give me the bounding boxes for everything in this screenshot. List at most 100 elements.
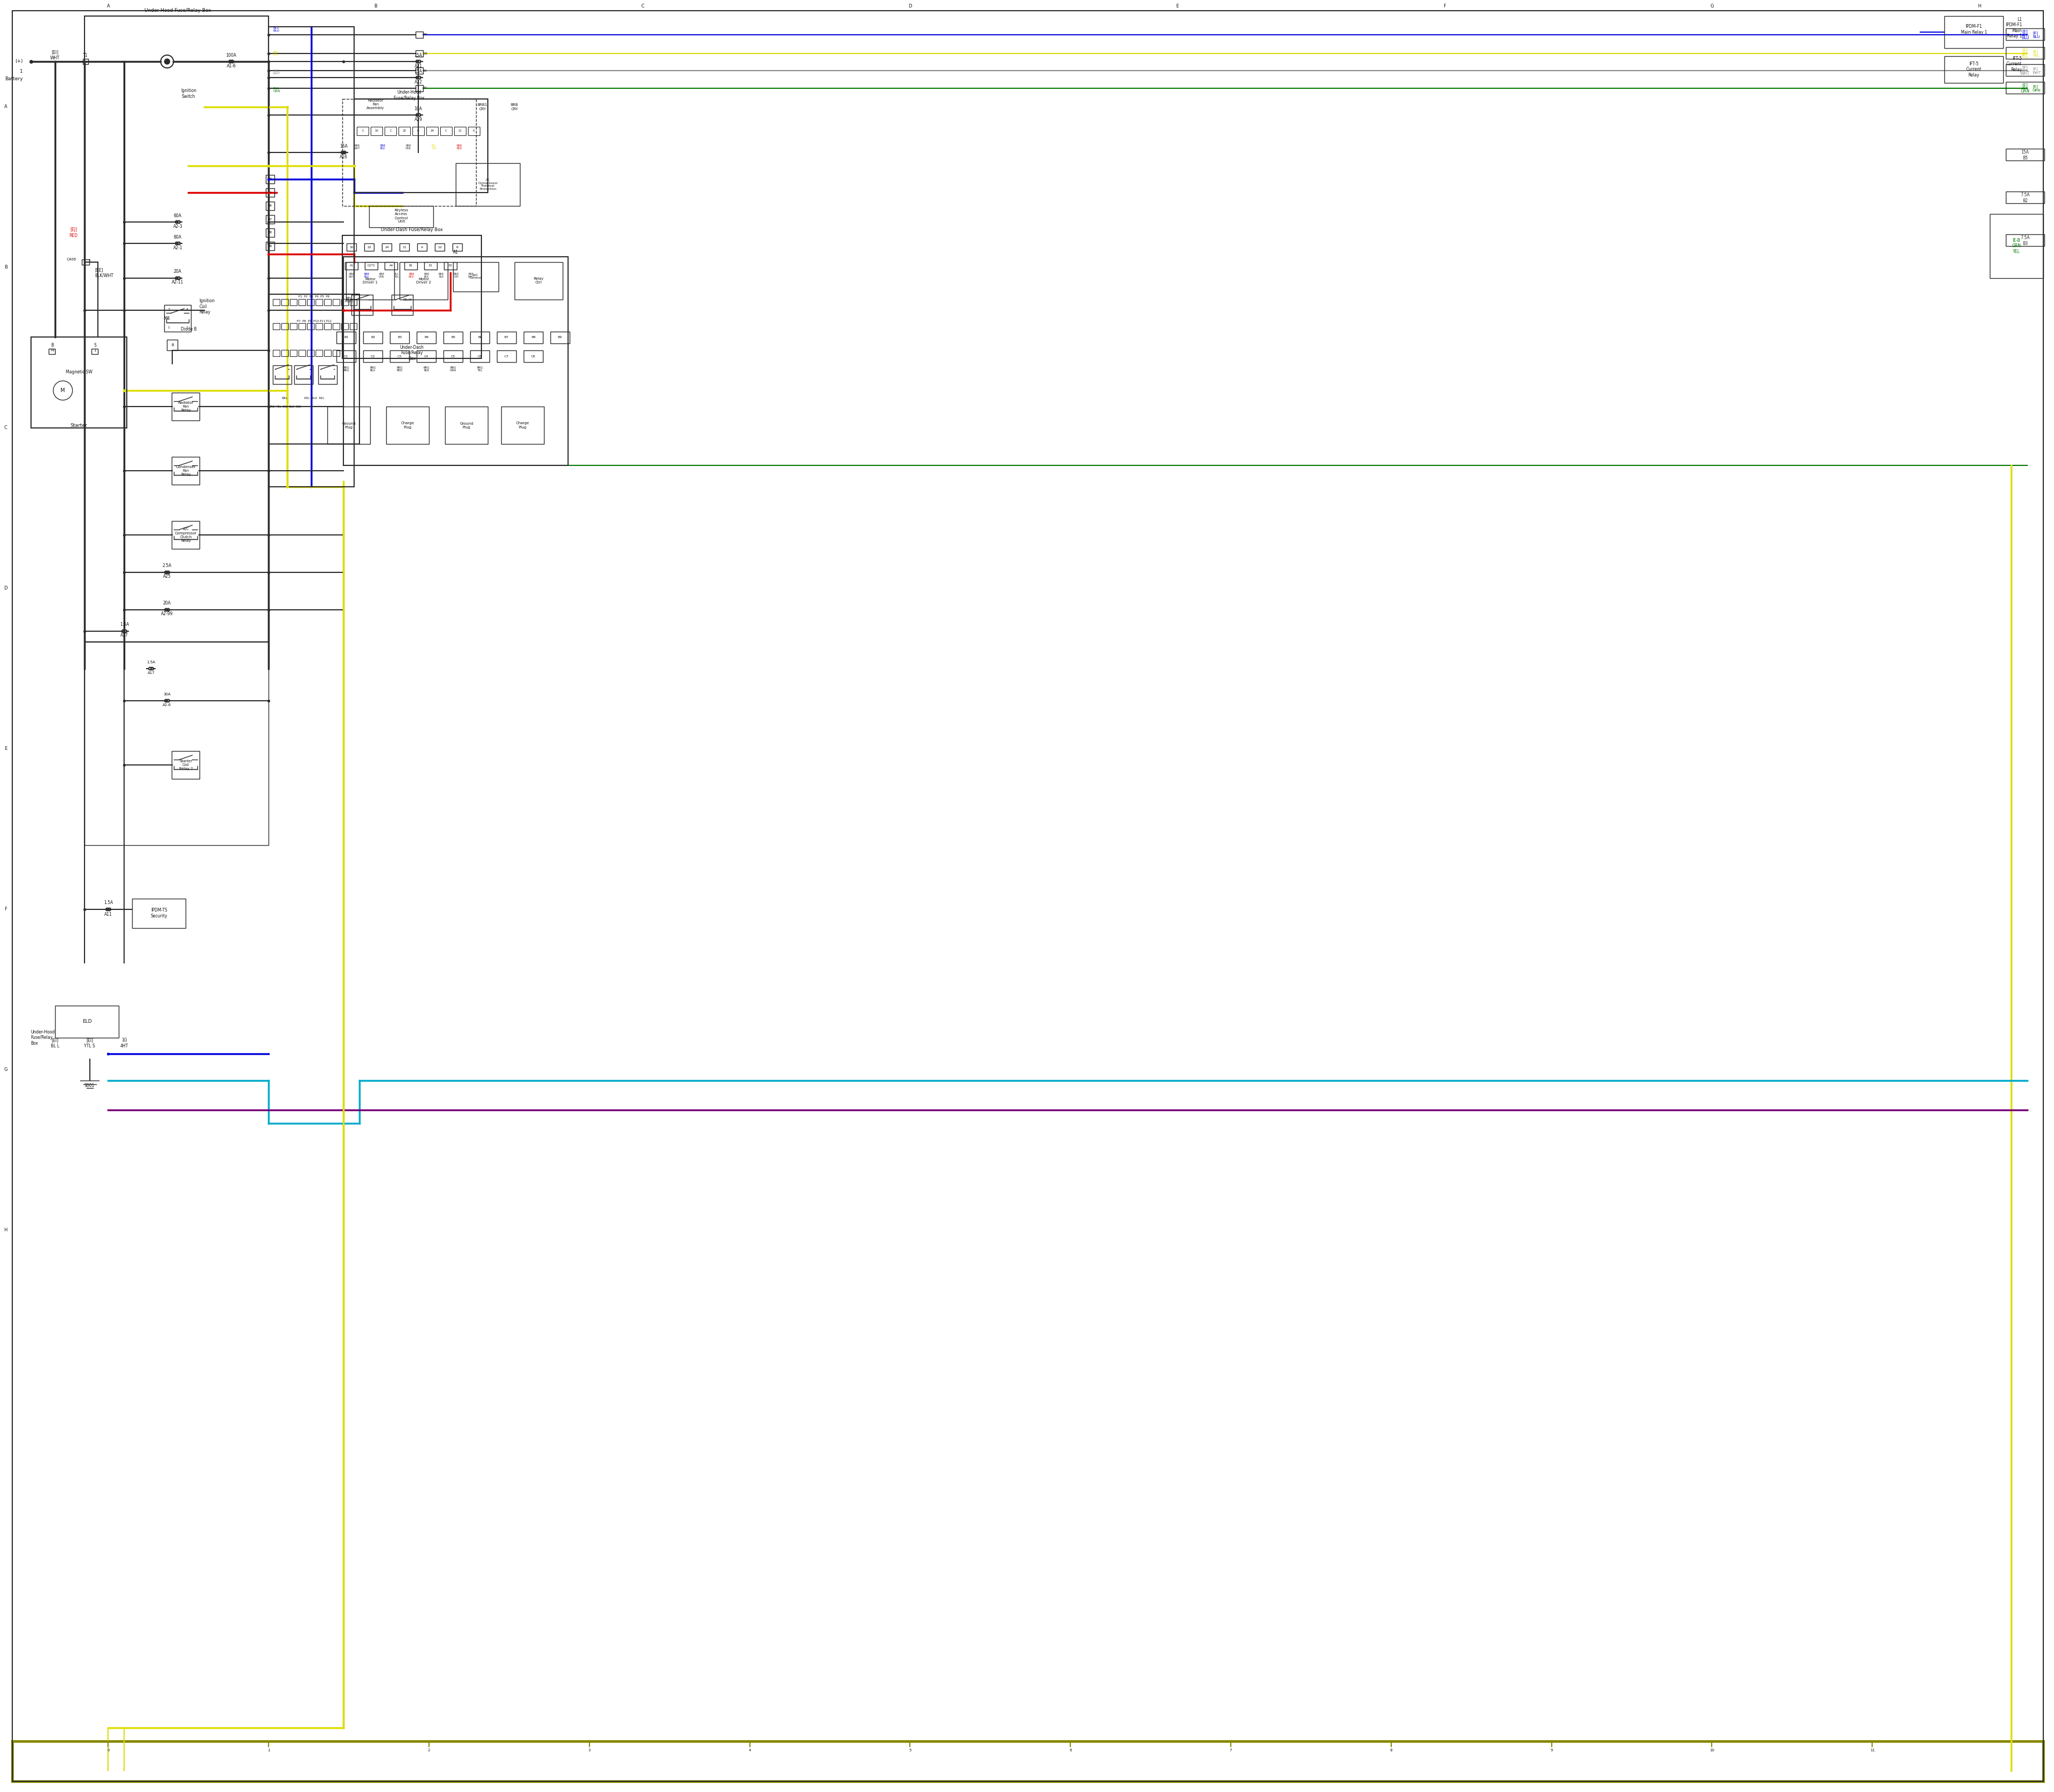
Bar <box>325 299 331 305</box>
Text: Radiator
Fan
Relay: Radiator Fan Relay <box>179 401 193 412</box>
Bar <box>298 299 306 305</box>
Text: RELAY: RELAY <box>403 297 413 301</box>
Text: 1: 1 <box>21 68 23 73</box>
Bar <box>415 68 423 73</box>
Text: 60A: 60A <box>175 235 183 240</box>
Text: C5: C5 <box>452 355 456 358</box>
Bar <box>173 521 199 548</box>
Bar <box>347 262 394 299</box>
Bar <box>349 299 357 305</box>
Bar <box>390 351 409 362</box>
Text: Ignition
Switch: Ignition Switch <box>181 88 197 99</box>
Text: A/C
Control: A/C Control <box>470 274 481 280</box>
Bar <box>456 163 520 206</box>
Text: A1: A1 <box>349 265 353 267</box>
Bar <box>497 332 516 344</box>
Text: Motor
Driver 1: Motor Driver 1 <box>364 278 378 285</box>
Text: BRG
MRG: BRG MRG <box>343 366 349 373</box>
Bar <box>415 32 423 38</box>
Text: A/C
Compressor
Clutch
Relay: A/C Compressor Clutch Relay <box>175 527 197 543</box>
Text: F: F <box>4 907 6 912</box>
Text: Under-Hood Fuse/Relay Box: Under-Hood Fuse/Relay Box <box>144 9 212 13</box>
Text: A2-99: A2-99 <box>160 611 173 616</box>
Text: 15A: 15A <box>415 68 423 73</box>
Bar <box>82 59 88 65</box>
Text: B5: B5 <box>452 337 456 339</box>
Text: A22: A22 <box>415 79 423 84</box>
Bar <box>290 299 298 305</box>
Bar <box>417 244 427 251</box>
Text: B3: B3 <box>396 337 403 339</box>
Text: 1: 1 <box>88 260 90 262</box>
Text: MRG  YEL  001  BLK  002: MRG YEL 001 BLK 002 <box>269 405 300 409</box>
Text: [EI]
WHT: [EI] WHT <box>49 50 60 61</box>
Bar <box>2007 149 2044 161</box>
Bar <box>446 407 489 444</box>
Text: 60: 60 <box>423 70 427 72</box>
Text: Radiator
Fan
Assembly: Radiator Fan Assembly <box>366 99 384 109</box>
Text: Starter: Starter <box>70 423 88 428</box>
Bar <box>2007 82 2044 93</box>
Text: BL1
WHT: BL1 WHT <box>273 70 281 75</box>
Bar <box>516 262 563 299</box>
Text: 2.5A: 2.5A <box>162 563 173 568</box>
Text: B: B <box>51 342 53 348</box>
Bar <box>345 262 357 269</box>
Text: Under-Dash Fuse/Relay Box: Under-Dash Fuse/Relay Box <box>380 228 444 233</box>
Bar <box>84 16 269 642</box>
Text: [E]
BLU: [E] BLU <box>2021 30 2029 39</box>
Text: Condenser
Fan
Relay: Condenser Fan Relay <box>177 466 195 477</box>
Text: BL1
GRN: BL1 GRN <box>273 88 279 93</box>
Text: 8: 8 <box>1391 1749 1393 1753</box>
Bar <box>454 262 499 292</box>
Text: [E]
BLU: [E] BLU <box>2033 30 2040 38</box>
Text: T1: T1 <box>82 52 88 57</box>
Text: IPDM-F1
Main Relay 1: IPDM-F1 Main Relay 1 <box>1962 25 1986 34</box>
Bar <box>1945 56 2003 82</box>
Text: 1.5A: 1.5A <box>119 622 129 627</box>
Text: 7: 7 <box>1230 1749 1232 1753</box>
Bar <box>384 127 396 136</box>
Bar <box>164 305 191 332</box>
Bar <box>2007 65 2044 75</box>
Text: A11: A11 <box>105 912 113 918</box>
Text: [EI]
YTL S: [EI] YTL S <box>84 1038 94 1048</box>
Bar <box>267 228 275 237</box>
Bar <box>435 244 444 251</box>
Text: A4: A4 <box>388 265 392 267</box>
Text: C4: C4 <box>423 355 429 358</box>
Text: T4: T4 <box>49 349 55 351</box>
Text: A21: A21 <box>415 63 423 68</box>
Text: 9: 9 <box>1551 1749 1553 1753</box>
Text: [EJ]
RED: [EJ] RED <box>70 228 78 238</box>
Text: BRB
CRN: BRB CRN <box>378 272 384 278</box>
Text: S: S <box>94 342 97 348</box>
Text: B: B <box>374 4 378 9</box>
Text: A: A <box>107 4 109 9</box>
Text: 10: 10 <box>349 246 353 249</box>
Bar <box>333 349 339 357</box>
Text: 12: 12 <box>438 246 442 249</box>
Text: 100A: 100A <box>226 52 236 57</box>
Text: 59: 59 <box>423 52 427 56</box>
Bar <box>390 332 409 344</box>
Bar <box>298 349 306 357</box>
Bar <box>273 323 279 330</box>
Text: 2: 2 <box>427 1749 429 1753</box>
Text: [E]
YEL: [E] YEL <box>2021 48 2029 59</box>
Bar <box>444 351 462 362</box>
Text: C6: C6 <box>479 355 483 358</box>
Text: [EI]
BL L: [EI] BL L <box>51 1038 60 1048</box>
Bar <box>55 1005 119 1038</box>
Text: B: B <box>4 265 8 271</box>
Text: 10: 10 <box>374 129 378 133</box>
Text: 24: 24 <box>384 246 388 249</box>
Bar <box>468 127 481 136</box>
Circle shape <box>164 59 170 65</box>
Bar <box>341 323 349 330</box>
Text: A: A <box>4 104 8 109</box>
Text: 42: 42 <box>423 88 427 90</box>
Bar <box>281 323 288 330</box>
Bar <box>364 244 374 251</box>
Text: G: G <box>4 1068 8 1072</box>
